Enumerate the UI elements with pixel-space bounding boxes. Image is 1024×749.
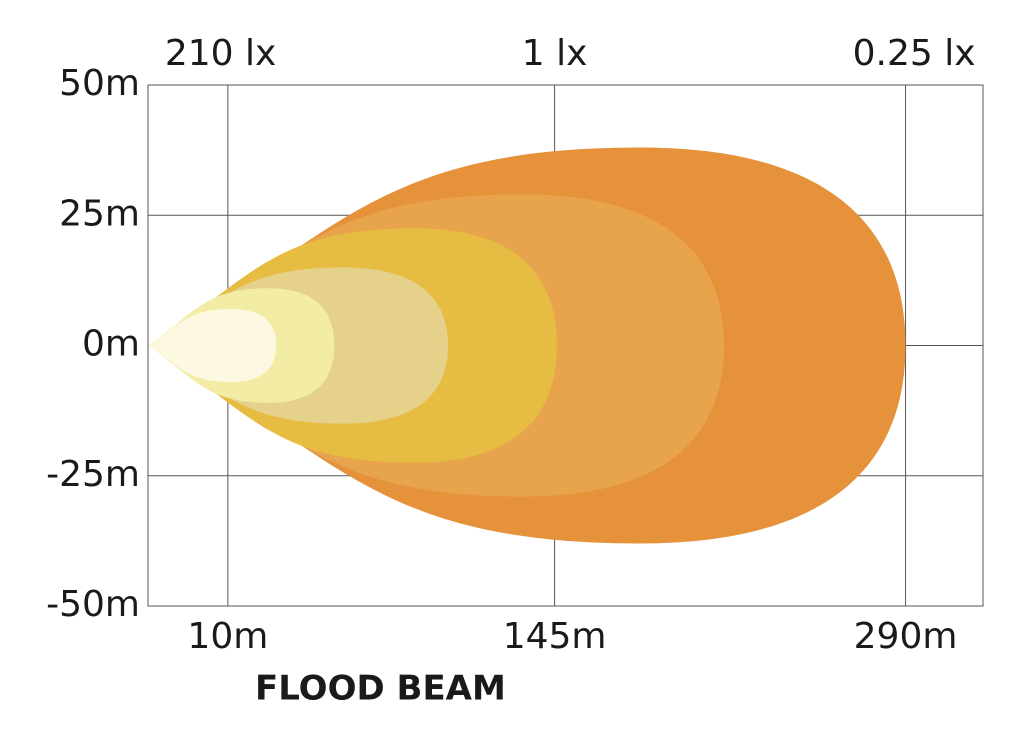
y-tick-label: 25m [59,193,140,234]
y-tick-label: 50m [59,63,140,104]
y-tick-label: -50m [46,584,140,625]
x-tick-label: 290m [854,616,958,657]
lux-label: 0.25 lx [853,33,976,74]
lux-label: 1 lx [522,33,588,74]
x-tick-label: 10m [187,616,268,657]
chart-title: FLOOD BEAM [255,669,506,709]
x-tick-label: 145m [503,616,607,657]
lux-label: 210 lx [165,33,276,74]
y-tick-label: -25m [46,454,140,495]
y-tick-label: 0m [82,324,140,365]
plot-frame [147,84,984,607]
beam-contour [148,309,277,382]
